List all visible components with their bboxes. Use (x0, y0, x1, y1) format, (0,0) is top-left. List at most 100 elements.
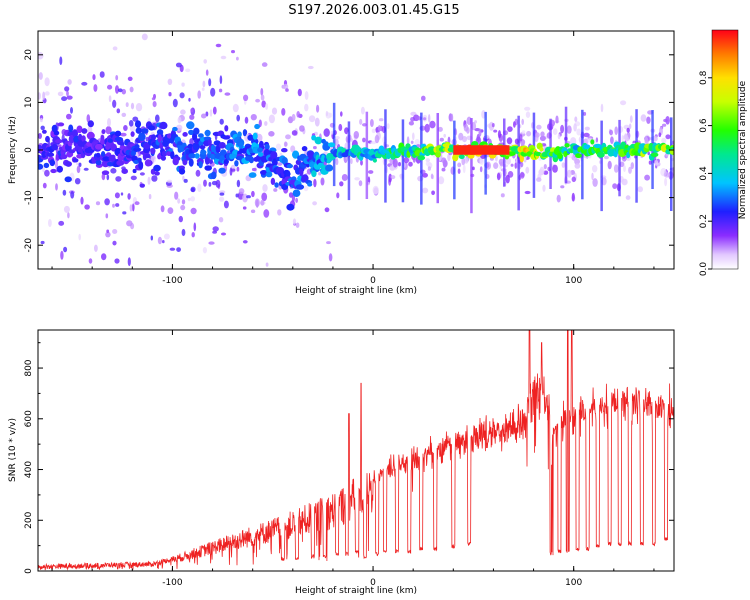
spectrogram-cell (110, 168, 117, 174)
spectrogram-cell (535, 132, 540, 138)
spectrogram-cell (368, 170, 374, 174)
spectrogram-cell (238, 188, 245, 195)
spectrogram-cell (127, 76, 133, 82)
spectrogram-cell (478, 128, 482, 137)
spectrogram-ridge-cell (41, 150, 47, 158)
spectrogram-cell (123, 125, 128, 131)
spectrogram-cell (260, 199, 265, 206)
spectrogram-cell (231, 50, 235, 54)
spectrogram-cell (591, 172, 594, 181)
figure-title: S197.2026.003.01.45.G15 (288, 3, 459, 18)
spectrogram-cell (112, 99, 117, 108)
snr-xtick-label: 0 (370, 578, 376, 588)
spectrogram-cell (431, 190, 435, 196)
spectrogram-cell (316, 104, 320, 113)
spectrogram-cell (150, 235, 153, 241)
spectrogram-cell (461, 157, 466, 166)
spectrogram-ridge-cell (626, 151, 631, 159)
spectrogram-cell (48, 219, 52, 227)
spectrogram-ridge-cell (150, 147, 156, 155)
spectrogram-cell (243, 94, 249, 102)
spectrogram-ridge-cell (372, 158, 377, 163)
spectrogram-cell (429, 120, 436, 129)
spectrogram-cell (148, 194, 152, 200)
spectrogram-cell (105, 213, 109, 219)
spectrogram-cell (190, 207, 197, 215)
spectrogram-cell (242, 240, 248, 244)
spectrogram-cell (212, 106, 217, 115)
spectrogram-cell (353, 131, 359, 139)
spectrogram-cell (341, 174, 348, 181)
spectrogram-cell (130, 175, 137, 181)
spectrogram-cell (450, 113, 454, 122)
colorbar-tick-label: 0.6 (699, 118, 709, 133)
spectrogram-cell (218, 88, 223, 93)
spectrogram-cell (106, 174, 110, 181)
spectrogram-ridge-cell (557, 152, 563, 159)
snr-xtick-label: 100 (565, 578, 582, 588)
spectrogram-cell (390, 175, 396, 180)
spectrogram-ridge-cell (50, 168, 57, 174)
spectrogram-cell (183, 178, 188, 183)
spectrogram-cell (447, 153, 451, 162)
spectrogram-cell (93, 84, 98, 92)
spectrogram-ridge-cell (223, 159, 229, 164)
spectrogram-ridge-cell (143, 147, 150, 154)
spectrogram-cell (584, 126, 590, 131)
spectrogram-ridge-cell (274, 182, 279, 188)
spectrogram-cell (571, 192, 575, 202)
spectrogram-cell (44, 169, 50, 177)
spectrogram-cell (130, 102, 135, 110)
spectrogram-cell (539, 135, 546, 141)
spectrogram-cell (623, 165, 626, 172)
spectrogram-cell (592, 178, 598, 187)
spectrogram-cell (648, 160, 652, 165)
spectrogram-cell (295, 197, 298, 203)
spectrogram-heatmap (38, 33, 674, 267)
spectrogram-cell (223, 200, 229, 209)
spectrogram-cell (57, 144, 62, 148)
spectrogram-ridge-cell (458, 154, 465, 160)
spectrogram-cell (595, 137, 599, 143)
spectrogram-ridge-cell (257, 152, 264, 157)
spectrogram-cell (134, 201, 140, 206)
spectrogram-ridge-cell (57, 122, 65, 127)
spectrogram-ridge-cell (270, 177, 276, 185)
spectrogram-ridge-cell (210, 153, 216, 160)
spectrogram-cell (38, 72, 43, 80)
spectrogram-cell (612, 183, 618, 190)
spectrogram-cell (190, 186, 196, 193)
spectrogram-cell (208, 182, 212, 187)
spectrogram-cell (268, 114, 275, 124)
spectrogram-cell (58, 220, 65, 226)
spectrogram-cell (61, 96, 68, 102)
spectrogram-cell (205, 69, 209, 76)
spectrogram-cell (613, 164, 619, 173)
spectrogram-cell (500, 193, 505, 198)
spectrogram-ridge-cell (248, 156, 254, 164)
spectrogram-cell (190, 196, 195, 202)
spectrogram-ridge-cell (593, 143, 602, 149)
spectrogram-cell (479, 166, 483, 173)
spectrogram-ridge-cell (311, 170, 317, 178)
spectrogram-cell (120, 192, 124, 196)
spectrogram-ridge-cell (286, 164, 293, 169)
spectrogram-ridge-cell (210, 171, 217, 180)
spectrogram-cell (201, 87, 205, 91)
spectrogram-ridge-cell (144, 159, 152, 167)
spectrogram-ridge-cell (116, 160, 125, 166)
spectrogram-cell (421, 95, 426, 102)
spectrogram-cell (556, 194, 561, 203)
spectrogram-cell (70, 191, 75, 199)
spectrogram-cell (510, 163, 514, 167)
spectrogram-cell (201, 113, 207, 119)
spectrogram-streak (600, 120, 603, 212)
spectrogram-cell (261, 62, 268, 67)
spectrogram-ridge-cell (417, 155, 426, 161)
spectrogram-ridge-cell (38, 163, 44, 170)
spectrogram-ridge-cell (508, 151, 516, 156)
spectrogram-cell (255, 199, 259, 208)
spectrogram-cell (57, 91, 64, 97)
snr-xtick-label: -100 (162, 578, 183, 588)
spectrogram-cell (303, 185, 309, 192)
